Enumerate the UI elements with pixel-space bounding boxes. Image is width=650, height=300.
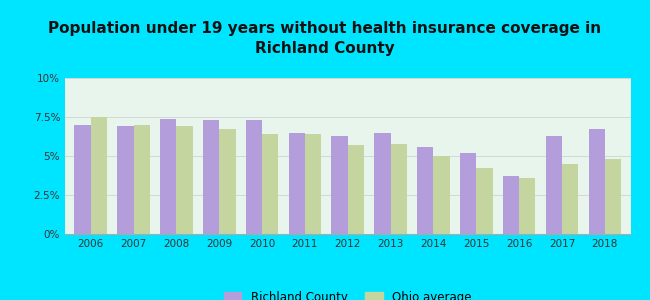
Bar xyxy=(503,176,519,234)
Bar xyxy=(562,164,578,234)
Bar xyxy=(219,130,235,234)
Bar xyxy=(417,147,434,234)
Bar xyxy=(262,134,278,234)
Bar xyxy=(332,136,348,234)
Bar xyxy=(133,125,150,234)
Bar xyxy=(348,145,364,234)
Bar xyxy=(117,126,133,234)
Bar xyxy=(74,125,91,234)
Bar xyxy=(546,136,562,234)
Bar xyxy=(391,143,407,234)
Bar xyxy=(604,159,621,234)
Bar xyxy=(460,153,476,234)
Text: Population under 19 years without health insurance coverage in
Richland County: Population under 19 years without health… xyxy=(49,21,601,56)
Bar xyxy=(91,117,107,234)
Legend: Richland County, Ohio average: Richland County, Ohio average xyxy=(219,287,476,300)
Bar xyxy=(305,134,321,234)
Bar xyxy=(160,118,176,234)
Bar xyxy=(476,169,493,234)
Bar xyxy=(289,133,305,234)
Bar xyxy=(374,133,391,234)
Bar xyxy=(246,120,262,234)
Bar xyxy=(176,126,192,234)
Bar xyxy=(203,120,219,234)
Bar xyxy=(434,156,450,234)
Bar xyxy=(588,130,604,234)
Bar xyxy=(519,178,536,234)
